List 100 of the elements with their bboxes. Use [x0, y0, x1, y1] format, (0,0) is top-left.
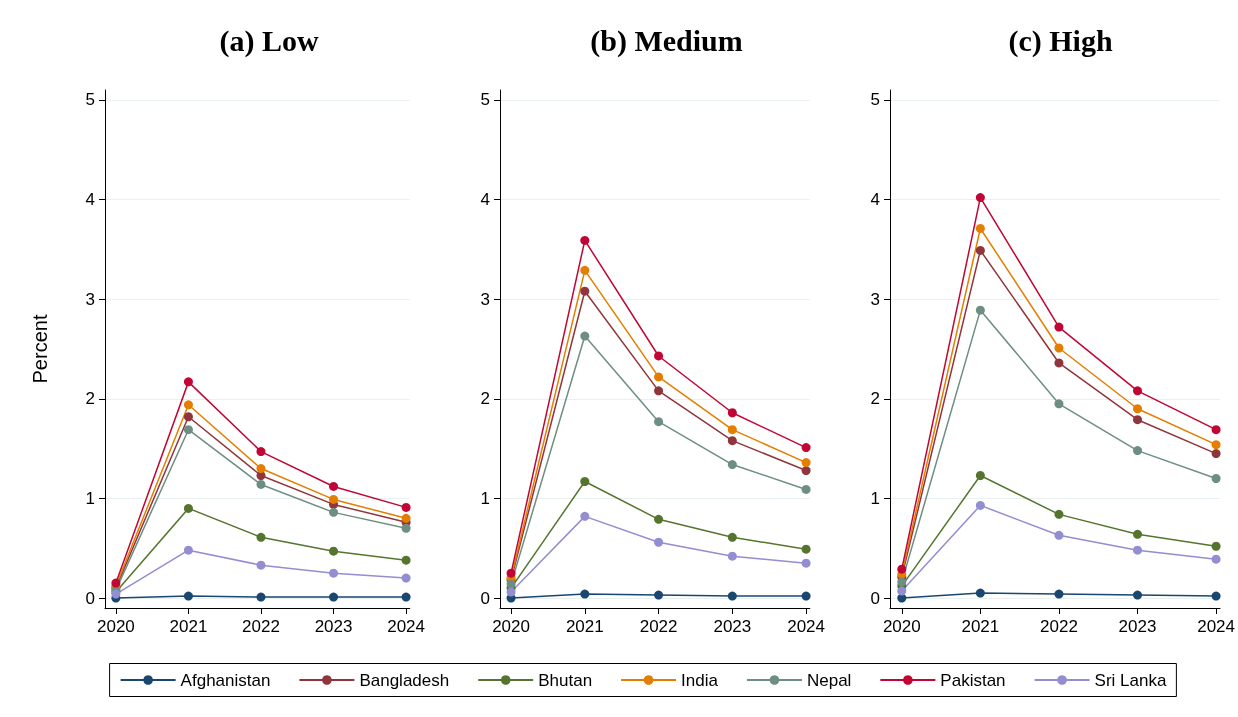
y-tick-label: 2 [85, 389, 95, 409]
point [654, 537, 664, 547]
point [897, 577, 907, 587]
point [256, 479, 266, 489]
point [329, 546, 339, 556]
point [727, 425, 737, 435]
point [329, 592, 339, 602]
point [580, 286, 590, 296]
point [975, 500, 985, 510]
point [256, 464, 266, 474]
point [1211, 541, 1221, 551]
point [401, 513, 411, 523]
y-tick-label: 2 [480, 389, 490, 409]
y-tick-label: 2 [870, 389, 880, 409]
x-tick-label: 2020 [96, 617, 135, 636]
point [580, 476, 590, 486]
y-tick-label: 5 [85, 90, 95, 110]
point [580, 511, 590, 521]
point [654, 417, 664, 427]
point [654, 514, 664, 524]
point [727, 408, 737, 418]
point [256, 532, 266, 542]
x-tick-label: 2022 [1040, 617, 1078, 636]
legend-label: Bangladesh [359, 670, 450, 690]
x-tick-label: 2023 [314, 617, 353, 636]
point [654, 590, 664, 600]
legend-label: Sri Lanka [1094, 670, 1167, 690]
point [975, 223, 985, 233]
legend-label: India [681, 670, 719, 690]
chart-title: (b) Medium [590, 23, 743, 58]
point [1211, 425, 1221, 435]
x-tick-label: 2023 [713, 617, 752, 636]
legend-label: Nepal [806, 670, 852, 690]
point [975, 588, 985, 598]
point [183, 503, 193, 513]
point [1054, 343, 1064, 353]
point [329, 494, 339, 504]
point [256, 592, 266, 602]
x-tick-label: 2021 [565, 617, 604, 636]
point [1211, 449, 1221, 459]
legend-label: Pakistan [940, 670, 1006, 690]
point [727, 532, 737, 542]
y-tick-label: 0 [870, 588, 880, 608]
point [801, 591, 811, 601]
y-tick-label: 1 [85, 488, 95, 508]
y-tick-label: 4 [870, 190, 880, 210]
y-tick-label: 1 [870, 488, 880, 508]
x-tick-label: 2023 [1118, 617, 1157, 636]
legend-label: Afghanistan [180, 670, 271, 690]
point [1211, 554, 1221, 564]
point [1054, 530, 1064, 540]
point [506, 568, 516, 578]
point [1133, 404, 1143, 414]
point [580, 589, 590, 599]
y-tick-label: 0 [85, 588, 95, 608]
point [975, 471, 985, 481]
x-tick-label: 2024 [787, 617, 825, 636]
y-tick-label: 3 [870, 289, 880, 309]
point [1054, 322, 1064, 332]
y-axis-title: Percent [29, 314, 51, 384]
point [401, 555, 411, 565]
point [1133, 590, 1143, 600]
point [183, 377, 193, 387]
point [183, 591, 193, 601]
point [580, 265, 590, 275]
point [727, 591, 737, 601]
x-tick-label: 2020 [882, 617, 921, 636]
point [256, 560, 266, 570]
point [801, 458, 811, 468]
point [329, 568, 339, 578]
point [1211, 440, 1221, 450]
point [1054, 509, 1064, 519]
point [1133, 415, 1143, 425]
point [183, 425, 193, 435]
point [801, 466, 811, 476]
point [580, 331, 590, 341]
point [1211, 591, 1221, 601]
point [256, 447, 266, 457]
point [727, 436, 737, 446]
point [897, 586, 907, 596]
point [654, 386, 664, 396]
y-tick-label: 3 [85, 289, 95, 309]
chart-title: (c) High [1008, 23, 1113, 58]
point [727, 460, 737, 470]
point [401, 592, 411, 602]
y-tick-label: 3 [480, 289, 490, 309]
point [183, 400, 193, 410]
chart-title: (a) Low [219, 23, 319, 58]
legend-label: Bhutan [538, 670, 593, 690]
point [1133, 446, 1143, 456]
point [801, 443, 811, 453]
point [801, 484, 811, 494]
x-tick-label: 2024 [387, 617, 425, 636]
x-tick-label: 2021 [169, 617, 208, 636]
point [401, 502, 411, 512]
point [1054, 399, 1064, 409]
point [801, 544, 811, 554]
point [401, 573, 411, 583]
point [897, 564, 907, 574]
point [506, 587, 516, 597]
